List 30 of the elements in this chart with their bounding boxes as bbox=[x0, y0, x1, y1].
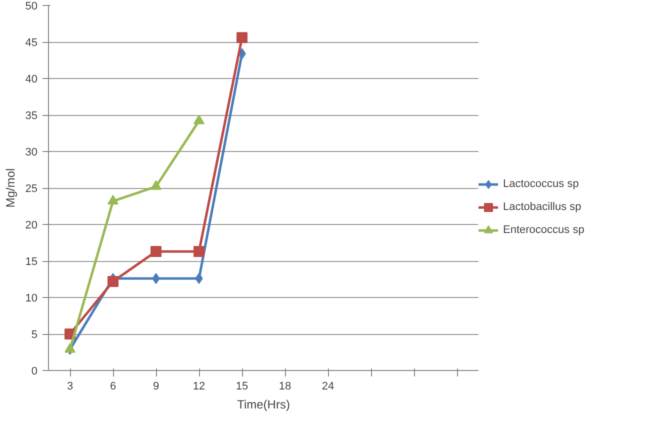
y-tick-label: 50 bbox=[25, 0, 38, 12]
point bbox=[150, 246, 162, 258]
y-tick-label: 0 bbox=[31, 366, 38, 378]
x-tick-label: 12 bbox=[192, 380, 206, 392]
y-tick-label: 35 bbox=[25, 110, 38, 122]
y-tick-label: 30 bbox=[25, 146, 38, 158]
y-tick-label: 5 bbox=[31, 329, 38, 341]
x-tick-label: 24 bbox=[322, 380, 334, 392]
point bbox=[150, 180, 162, 190]
y-tick-label: 25 bbox=[25, 183, 38, 195]
legend-label: Lactobacillus sp bbox=[503, 201, 582, 213]
x-tick-label: 18 bbox=[278, 380, 292, 392]
point bbox=[236, 32, 248, 44]
point bbox=[108, 276, 118, 287]
point bbox=[194, 114, 204, 124]
x-tick-label: 15 bbox=[236, 380, 248, 392]
legend-label: Enterococcus sp bbox=[503, 224, 584, 236]
x-axis-title: Time(Hrs) bbox=[237, 398, 290, 412]
legend-label: Lactococcus sp bbox=[503, 178, 579, 190]
y-tick-label: 10 bbox=[25, 292, 38, 304]
y-tick-label: 20 bbox=[25, 220, 38, 232]
point bbox=[194, 246, 204, 258]
x-tick-label: 9 bbox=[152, 380, 160, 392]
y-axis-title: Mg/mol bbox=[3, 168, 18, 208]
x-tick-label: 3 bbox=[66, 380, 74, 392]
x-tick-label: 6 bbox=[110, 380, 116, 392]
y-tick-label: 40 bbox=[25, 74, 38, 86]
point bbox=[108, 194, 118, 205]
y-tick-label: 45 bbox=[25, 37, 38, 49]
y-tick-label: 15 bbox=[25, 256, 38, 268]
